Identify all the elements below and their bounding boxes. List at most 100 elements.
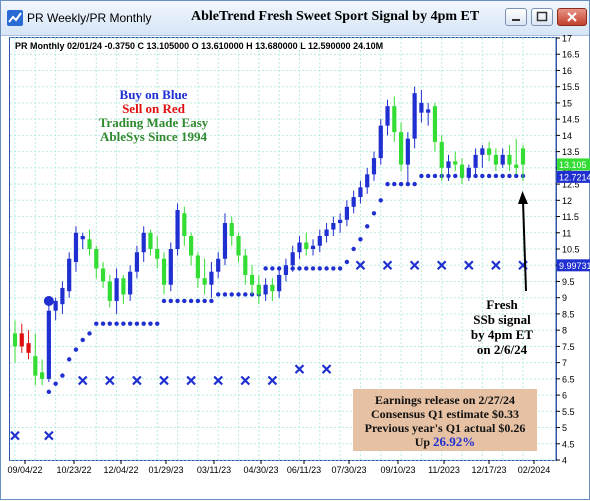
stop-dot: [351, 246, 356, 252]
price-bar: [60, 287, 65, 305]
stop-dot: [486, 173, 492, 179]
price-bar: [216, 258, 221, 272]
app-icon: [7, 10, 23, 26]
price-bar: [351, 197, 356, 207]
y-tick-label: 7: [562, 358, 567, 368]
fresh-note-line: by 4pm ET: [470, 327, 534, 342]
stop-dot: [141, 321, 146, 326]
price-bar: [182, 213, 187, 237]
price-bar: [39, 372, 45, 379]
stop-dot: [134, 321, 140, 326]
price-bar: [189, 236, 194, 256]
price-label: 12.7214: [559, 172, 590, 182]
price-bar: [459, 164, 465, 178]
maximize-button[interactable]: [531, 8, 553, 26]
price-bar: [338, 219, 343, 224]
price-bar: [412, 93, 417, 139]
x-tick-label: 07/30/23: [331, 465, 366, 475]
stop-dot: [148, 321, 153, 326]
price-bar: [161, 258, 167, 285]
close-icon: [567, 12, 577, 22]
price-bar: [290, 252, 295, 266]
price-bar: [94, 249, 99, 269]
x-tick-label: 01/29/23: [148, 465, 183, 475]
y-tick-label: 7.5: [562, 342, 575, 352]
stop-dot: [188, 298, 194, 304]
stop-x-marker: [355, 260, 366, 271]
stop-x-marker: [491, 260, 501, 271]
stop-dot: [500, 173, 505, 179]
stop-dot: [114, 321, 119, 326]
y-tick-label: 12: [562, 196, 572, 206]
price-label-box: [557, 170, 590, 183]
stop-x-marker: [267, 375, 278, 386]
price-bar: [141, 232, 146, 253]
stop-dot: [94, 321, 99, 326]
stop-dot: [155, 321, 160, 326]
chart-title: AbleTrend Fresh Sweet Sport Signal by 4p…: [191, 9, 480, 24]
stop-dot: [243, 292, 248, 297]
price-labels: 13.105 12.7214 9.99731: [557, 158, 590, 272]
price-bar: [480, 148, 485, 155]
y-tick-label: 14.5: [562, 115, 580, 125]
price-bar: [26, 343, 31, 353]
stop-dot: [263, 266, 268, 271]
earnings-box: Earnings release on 2/27/24 Consensus Q1…: [353, 389, 537, 451]
y-tick-label: 4: [562, 456, 567, 466]
price-bar: [19, 333, 24, 347]
title-bar[interactable]: PR Weekly/PR Monthly AbleTrend Fresh Swe…: [1, 1, 589, 36]
signal-arrow: [518, 191, 528, 292]
stop-dot: [398, 181, 404, 187]
y-tick-label: 11: [562, 228, 571, 238]
stop-dot: [425, 173, 431, 179]
x-tick-label: 04/30/23: [243, 465, 278, 475]
stop-x-marker: [132, 375, 142, 386]
x-tick-label: 03/11/23: [197, 465, 231, 475]
fresh-note-line: Fresh: [486, 297, 518, 312]
x-tick-label: 12/17/23: [471, 465, 506, 475]
stop-dot: [236, 292, 241, 297]
stop-x-marker: [213, 375, 223, 386]
price-bar: [520, 148, 526, 165]
price-bar: [371, 158, 377, 175]
symbol-info-line: PR Monthly 02/01/24 -0.3750 C 13.105000 …: [15, 41, 384, 51]
price-label-box: [557, 259, 590, 272]
x-tick-label: 06/11/23: [287, 465, 321, 475]
stop-dot: [175, 298, 180, 304]
price-bar: [426, 109, 431, 113]
close-button[interactable]: [557, 8, 587, 26]
y-tick-label: 8.5: [562, 309, 575, 319]
stop-dot: [195, 298, 201, 304]
price-bar: [398, 132, 404, 165]
price-bar: [304, 242, 309, 249]
price-bar: [378, 125, 383, 159]
stop-dot: [127, 321, 133, 326]
stop-dot: [412, 181, 417, 187]
fresh-note-line: on 2/6/24: [476, 342, 528, 357]
minimize-button[interactable]: [505, 8, 527, 26]
stop-x-marker: [294, 364, 305, 374]
x-axis: 09/04/22 10/23/22 12/04/22 01/29/23 03/11/23…: [7, 460, 550, 475]
price-bar: [121, 278, 126, 295]
price-bar: [209, 271, 214, 285]
price-bar: [514, 164, 519, 168]
stop-x-marker: [186, 375, 196, 386]
y-tick-label: 14: [562, 131, 572, 141]
y-tick-label: 9: [562, 293, 567, 303]
brand-buy-on-blue: Buy on Blue: [119, 87, 188, 102]
earnings-growth: Up 26.92%: [353, 435, 537, 450]
earnings-consensus: Consensus Q1 estimate $0.33: [370, 407, 519, 421]
price-bar: [100, 268, 106, 282]
y-tick-label: 5: [562, 423, 567, 433]
x-tick-label: 12/04/22: [103, 465, 138, 475]
price-bar: [493, 154, 499, 165]
price-bar: [283, 265, 289, 275]
price-bar: [87, 239, 92, 249]
price-bar: [128, 271, 133, 295]
price-label-box: [557, 158, 590, 171]
y-tick-label: 5.5: [562, 407, 575, 417]
price-bar: [236, 236, 241, 256]
price-bar: [107, 281, 112, 301]
price-bar: [473, 154, 478, 168]
